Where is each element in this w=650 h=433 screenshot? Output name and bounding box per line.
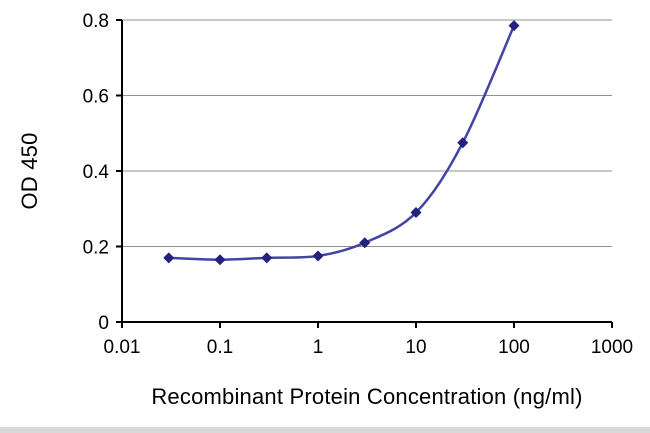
y-tick-label: 0.4 [83, 162, 110, 183]
x-tick-label: 1 [313, 337, 324, 358]
x-axis-title: Recombinant Protein Concentration (ng/ml… [151, 384, 583, 409]
data-point-marker [214, 254, 226, 266]
data-point-marker [457, 137, 469, 149]
data-point-marker [359, 237, 371, 249]
data-point-marker [410, 207, 422, 219]
data-point-marker [312, 250, 324, 262]
y-tick-label: 0.2 [83, 238, 109, 259]
x-tick-label: 0.01 [104, 337, 141, 358]
y-axis-title: OD 450 [17, 132, 42, 210]
data-point-marker [163, 252, 175, 264]
x-tick-label: 100 [498, 337, 530, 358]
y-tick-label: 0.8 [83, 11, 109, 32]
x-tick-label: 0.1 [207, 337, 233, 358]
y-tick-label: 0.6 [83, 87, 109, 108]
x-tick-label: 10 [405, 337, 426, 358]
bottom-border [0, 427, 650, 433]
x-tick-label: 1000 [591, 337, 633, 358]
y-tick-label: 0 [98, 313, 109, 334]
data-point-marker [508, 20, 520, 32]
data-point-marker [261, 252, 273, 264]
